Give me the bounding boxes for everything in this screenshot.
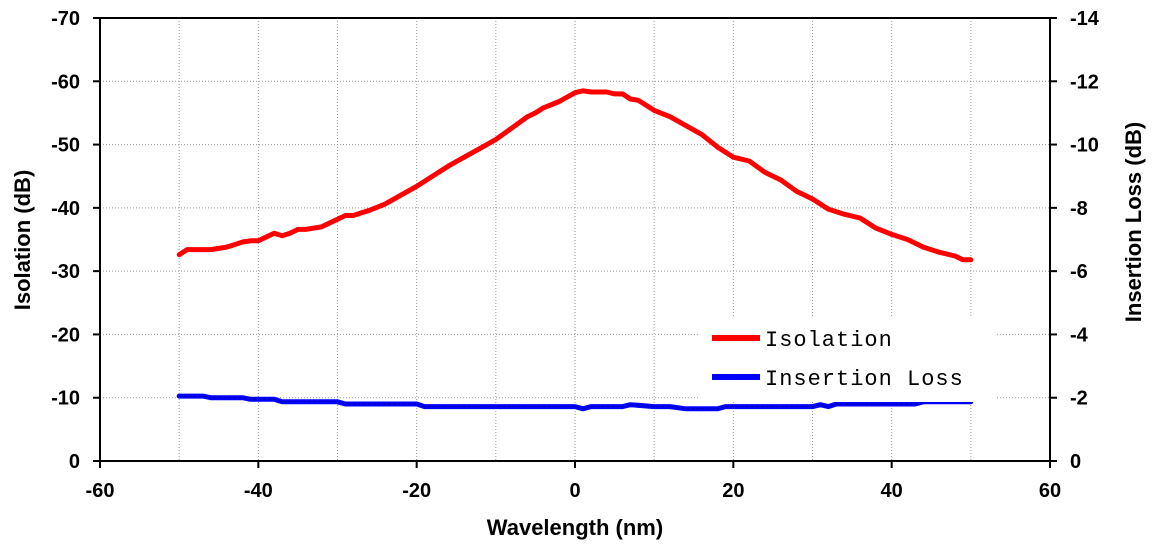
y-tick-label: -50 [51, 135, 80, 157]
y-axis-title: Isolation (dB) [10, 170, 35, 311]
series-lines [176, 88, 974, 412]
y-tick-label: -10 [51, 388, 80, 410]
x-tick-label: 0 [569, 480, 580, 502]
y-tick-labels: 0 -10 -20 -30 -40 -50 -60 -70 [51, 8, 80, 473]
x-tick-label: 40 [881, 480, 903, 502]
y-tick-label: -60 [51, 71, 80, 93]
y2-tick-label: -12 [1070, 71, 1099, 93]
x-tick-label: -40 [244, 480, 273, 502]
y2-tick-label: -6 [1070, 261, 1088, 283]
y-tick-label: -40 [51, 198, 80, 220]
y-tick-label: -20 [51, 324, 80, 346]
x-tick-label: -20 [402, 480, 431, 502]
y2-axis-title: Insertion Loss (dB) [1121, 122, 1146, 322]
y-tick-label: -30 [51, 261, 80, 283]
y2-tick-label: -10 [1070, 135, 1099, 157]
y2-tick-label: -2 [1070, 388, 1088, 410]
x-tick-labels: -60 -40 -20 0 20 40 60 [86, 480, 1062, 502]
legend-background [700, 318, 996, 402]
y2-tick-label: -14 [1070, 8, 1100, 30]
series-line-insertion-loss-markers [179, 395, 971, 410]
y2-tick-label: -8 [1070, 198, 1088, 220]
y-tick-label: 0 [69, 451, 80, 473]
y2-tick-labels: 0 -2 -4 -6 -8 -10 -12 -14 [1070, 8, 1100, 473]
y2-tick-label: 0 [1070, 451, 1081, 473]
legend-label-insertion-loss: Insertion Loss [765, 367, 964, 392]
tick-marks [93, 17, 1057, 468]
x-tick-label: 60 [1039, 480, 1061, 502]
y-tick-label: -70 [51, 8, 80, 30]
x-tick-label: -60 [86, 480, 115, 502]
x-tick-label: 20 [722, 480, 744, 502]
y2-tick-label: -4 [1070, 324, 1089, 346]
legend: Isolation Insertion Loss [700, 318, 996, 402]
x-axis-title: Wavelength (nm) [487, 515, 663, 540]
legend-label-isolation: Isolation [765, 328, 893, 353]
series-line-isolation [176, 88, 974, 263]
